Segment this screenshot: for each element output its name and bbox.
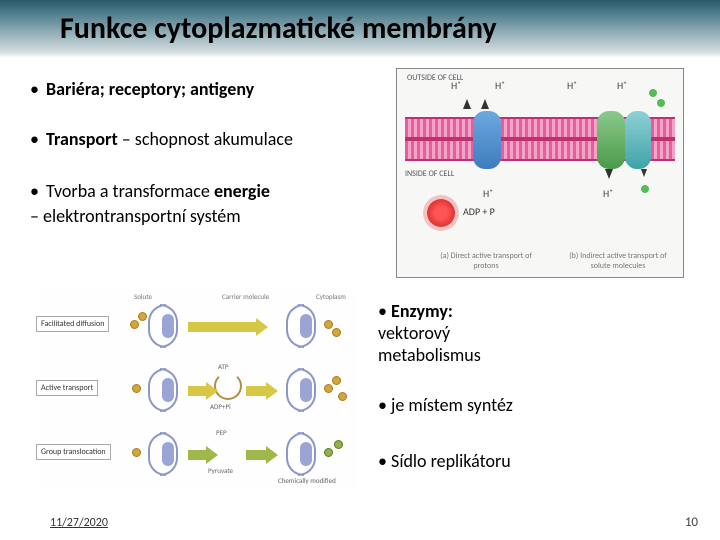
- solute-dot-icon: [324, 320, 333, 329]
- row-label: Group translocation: [36, 444, 111, 460]
- carrier-icon: [162, 442, 174, 466]
- slide-title: Funkce cytoplazmatické membrány: [60, 10, 497, 47]
- solute-dot-icon: [132, 448, 141, 457]
- arrow-icon: [246, 386, 268, 396]
- proton-arrow-icon: [605, 169, 613, 179]
- h-plus-label: H⁺: [567, 79, 577, 92]
- atp-pump-channel: [473, 111, 501, 169]
- solute-dot-icon: [332, 376, 341, 385]
- right-bullet-2: • je místem syntéz: [378, 394, 513, 416]
- atp-cycle-icon: [214, 372, 242, 400]
- solute-dot-icon: [332, 328, 341, 337]
- fig2-row-active: Active transport ATP ADP+Pi: [38, 362, 356, 422]
- carrier-icon: [162, 314, 174, 338]
- solute-arrow-icon: [641, 169, 647, 177]
- h-plus-label: H⁺: [495, 79, 505, 92]
- modified-dot-icon: [324, 448, 333, 457]
- fig1-caption-b: (b) Indirect active transport of solute …: [563, 251, 673, 271]
- bullet-1: •Bariéra; receptory; antigeny: [30, 78, 254, 100]
- solute-dot-icon: [324, 384, 333, 393]
- carrier-icon: [300, 378, 312, 402]
- h-plus-label: H⁺: [603, 187, 613, 200]
- h-plus-label: H⁺: [451, 79, 461, 92]
- adp-star-icon: [427, 199, 455, 227]
- fig2-row-facilitated: Facilitated diffusion Solute Carrier mol…: [38, 298, 356, 358]
- proton-arrow-icon: [481, 99, 489, 109]
- fig2-row-translocation: Group translocation PEP Pyruvate Chemica…: [38, 426, 356, 486]
- figure-transport-modes: Facilitated diffusion Solute Carrier mol…: [38, 290, 356, 490]
- footer-page-number: 10: [685, 515, 698, 530]
- solute-dot-icon: [641, 185, 649, 193]
- fig1-caption-a: (a) Direct active transport of protons: [431, 251, 541, 271]
- solute-dot-icon: [138, 312, 147, 321]
- pep-label: PEP: [216, 428, 227, 437]
- bullet-3-line2: – elektrontransportní systém: [30, 205, 241, 227]
- right-bullet-1: • Enzymy:: [378, 300, 453, 322]
- arrow-icon: [188, 386, 208, 396]
- h-plus-label: H⁺: [617, 79, 627, 92]
- carrier-icon: [162, 378, 174, 402]
- right-bullet-3: • Sídlo replikátoru: [378, 450, 511, 472]
- carrier-icon: [300, 314, 312, 338]
- footer-date: 11/27/2020: [50, 516, 108, 530]
- adp-label: ADP+Pi: [210, 402, 231, 411]
- proton-arrow-icon: [463, 99, 471, 109]
- solute-label: Solute: [134, 292, 152, 301]
- adp-label: ADP + P: [463, 205, 495, 218]
- right-bullet-1-l2: vektorový: [378, 322, 450, 344]
- symporter-channel-a: [597, 111, 625, 169]
- modified-dot-icon: [334, 440, 343, 449]
- solute-dot-icon: [657, 99, 665, 107]
- fig1-inside-label: INSIDE OF CELL: [405, 169, 454, 179]
- figure-membrane-transport: OUTSIDE OF CELL INSIDE OF CELL H⁺ H⁺ H⁺ …: [396, 68, 684, 278]
- carrier-icon: [300, 442, 312, 466]
- bullet-2: •Transport – schopnost akumulace: [30, 128, 293, 150]
- h-plus-label: H⁺: [483, 187, 493, 200]
- cytoplasm-label: Cytoplasm: [316, 292, 346, 301]
- carrier-label: Carrier molecule: [222, 292, 269, 301]
- symporter-channel-b: [625, 111, 651, 169]
- row-label: Active transport: [36, 380, 98, 396]
- solute-dot-icon: [649, 89, 657, 97]
- arrow-icon: [188, 322, 258, 332]
- modified-label: Chemically modified: [278, 476, 336, 485]
- solute-dot-icon: [338, 392, 347, 401]
- atp-label: ATP: [218, 362, 229, 371]
- pyruvate-label: Pyruvate: [208, 466, 233, 475]
- row-label: Facilitated diffusion: [36, 316, 109, 332]
- arrow-icon: [246, 450, 268, 460]
- arrow-icon: [188, 450, 208, 460]
- right-bullet-1-l3: metabolismus: [378, 344, 481, 366]
- solute-dot-icon: [130, 320, 139, 329]
- solute-dot-icon: [132, 384, 141, 393]
- bullet-3: •Tvorba a transformace energie: [30, 180, 270, 202]
